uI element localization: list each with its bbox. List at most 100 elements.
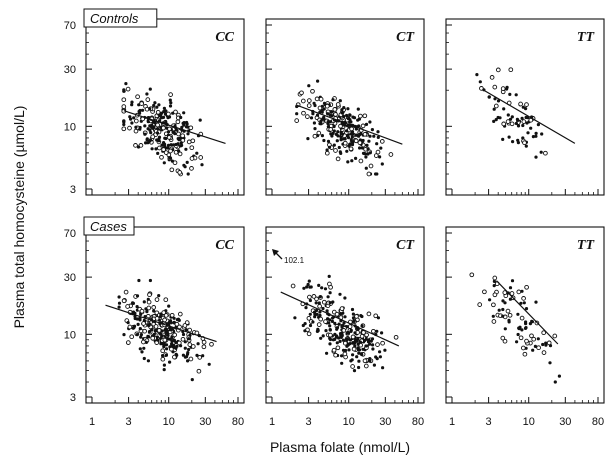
- panel-cases-cc: 70 30 10 3 1 3 10 30 80 CC Cases: [64, 216, 245, 428]
- data-point: [168, 337, 172, 341]
- data-point: [342, 351, 348, 357]
- data-point: [163, 313, 169, 318]
- data-point: [190, 344, 196, 349]
- data-point: [492, 119, 496, 123]
- data-point: [388, 152, 394, 157]
- data-point: [133, 118, 139, 124]
- data-point: [185, 120, 189, 125]
- data-point: [515, 340, 519, 344]
- data-point: [482, 289, 487, 295]
- data-point: [307, 84, 311, 88]
- data-point: [522, 140, 527, 146]
- data-point: [508, 286, 513, 290]
- data-point: [312, 121, 316, 125]
- data-point: [153, 324, 159, 329]
- data-point: [170, 159, 174, 163]
- data-point: [338, 292, 342, 296]
- data-point: [162, 368, 166, 372]
- data-point: [128, 115, 132, 119]
- data-point: [376, 130, 380, 134]
- data-point: [368, 151, 372, 155]
- data-point: [160, 143, 164, 147]
- data-point: [168, 148, 173, 154]
- x-tick-label: 30: [199, 416, 211, 428]
- data-point: [557, 374, 562, 378]
- data-point: [343, 296, 347, 300]
- data-point: [169, 143, 173, 147]
- data-point: [343, 123, 347, 127]
- data-point: [125, 304, 130, 309]
- data-point: [350, 334, 356, 340]
- data-point: [168, 360, 172, 364]
- data-point: [346, 117, 350, 121]
- data-point: [177, 311, 183, 317]
- data-point: [507, 320, 511, 324]
- data-point: [182, 323, 188, 328]
- data-point: [366, 152, 370, 156]
- data-point: [518, 335, 524, 341]
- data-point: [172, 160, 178, 166]
- data-point: [165, 347, 169, 351]
- x-tick-label: 10: [163, 416, 175, 428]
- data-point: [136, 145, 141, 149]
- data-point: [169, 312, 175, 318]
- data-point: [366, 340, 371, 344]
- data-point: [327, 274, 331, 278]
- data-point: [351, 353, 355, 357]
- data-point: [322, 101, 327, 105]
- data-point: [305, 114, 310, 119]
- data-point: [534, 155, 538, 159]
- data-point: [313, 315, 317, 319]
- data-point: [317, 303, 322, 309]
- data-point: [359, 333, 365, 339]
- data-point: [179, 141, 183, 145]
- data-point: [184, 125, 189, 129]
- data-point: [145, 97, 151, 102]
- data-point: [186, 132, 190, 136]
- data-point: [520, 289, 524, 293]
- data-point: [189, 145, 195, 151]
- data-point: [174, 352, 178, 356]
- data-point: [379, 146, 383, 150]
- data-point: [531, 135, 536, 139]
- data-point: [150, 147, 154, 151]
- data-point: [328, 328, 332, 332]
- x-tick-label: 1: [269, 416, 275, 428]
- data-point: [491, 319, 497, 324]
- data-point: [149, 131, 153, 135]
- data-point: [323, 287, 328, 291]
- data-point: [306, 103, 312, 108]
- data-point: [335, 341, 339, 345]
- data-point: [157, 135, 162, 139]
- data-point: [332, 143, 336, 147]
- data-point: [157, 103, 161, 107]
- data-point: [312, 133, 318, 139]
- data-point: [357, 365, 361, 370]
- data-point: [167, 126, 172, 132]
- data-point: [172, 332, 178, 338]
- data-point: [195, 151, 199, 155]
- data-point: [516, 312, 520, 316]
- data-point: [179, 344, 183, 348]
- data-point: [148, 138, 153, 142]
- data-point: [323, 319, 328, 324]
- data-point: [198, 118, 202, 122]
- data-point: [311, 320, 315, 324]
- data-point: [330, 114, 334, 118]
- data-point: [165, 330, 169, 334]
- data-point: [154, 297, 160, 302]
- data-point: [314, 96, 320, 102]
- data-point: [145, 310, 149, 314]
- data-point: [184, 320, 190, 325]
- data-point: [122, 122, 126, 127]
- data-point: [350, 143, 355, 147]
- data-point: [350, 159, 354, 163]
- data-point: [159, 336, 163, 340]
- data-point: [340, 331, 344, 335]
- data-point: [328, 318, 332, 322]
- data-point: [166, 135, 172, 140]
- data-point: [171, 339, 175, 343]
- data-point: [317, 301, 321, 305]
- data-point: [345, 325, 349, 329]
